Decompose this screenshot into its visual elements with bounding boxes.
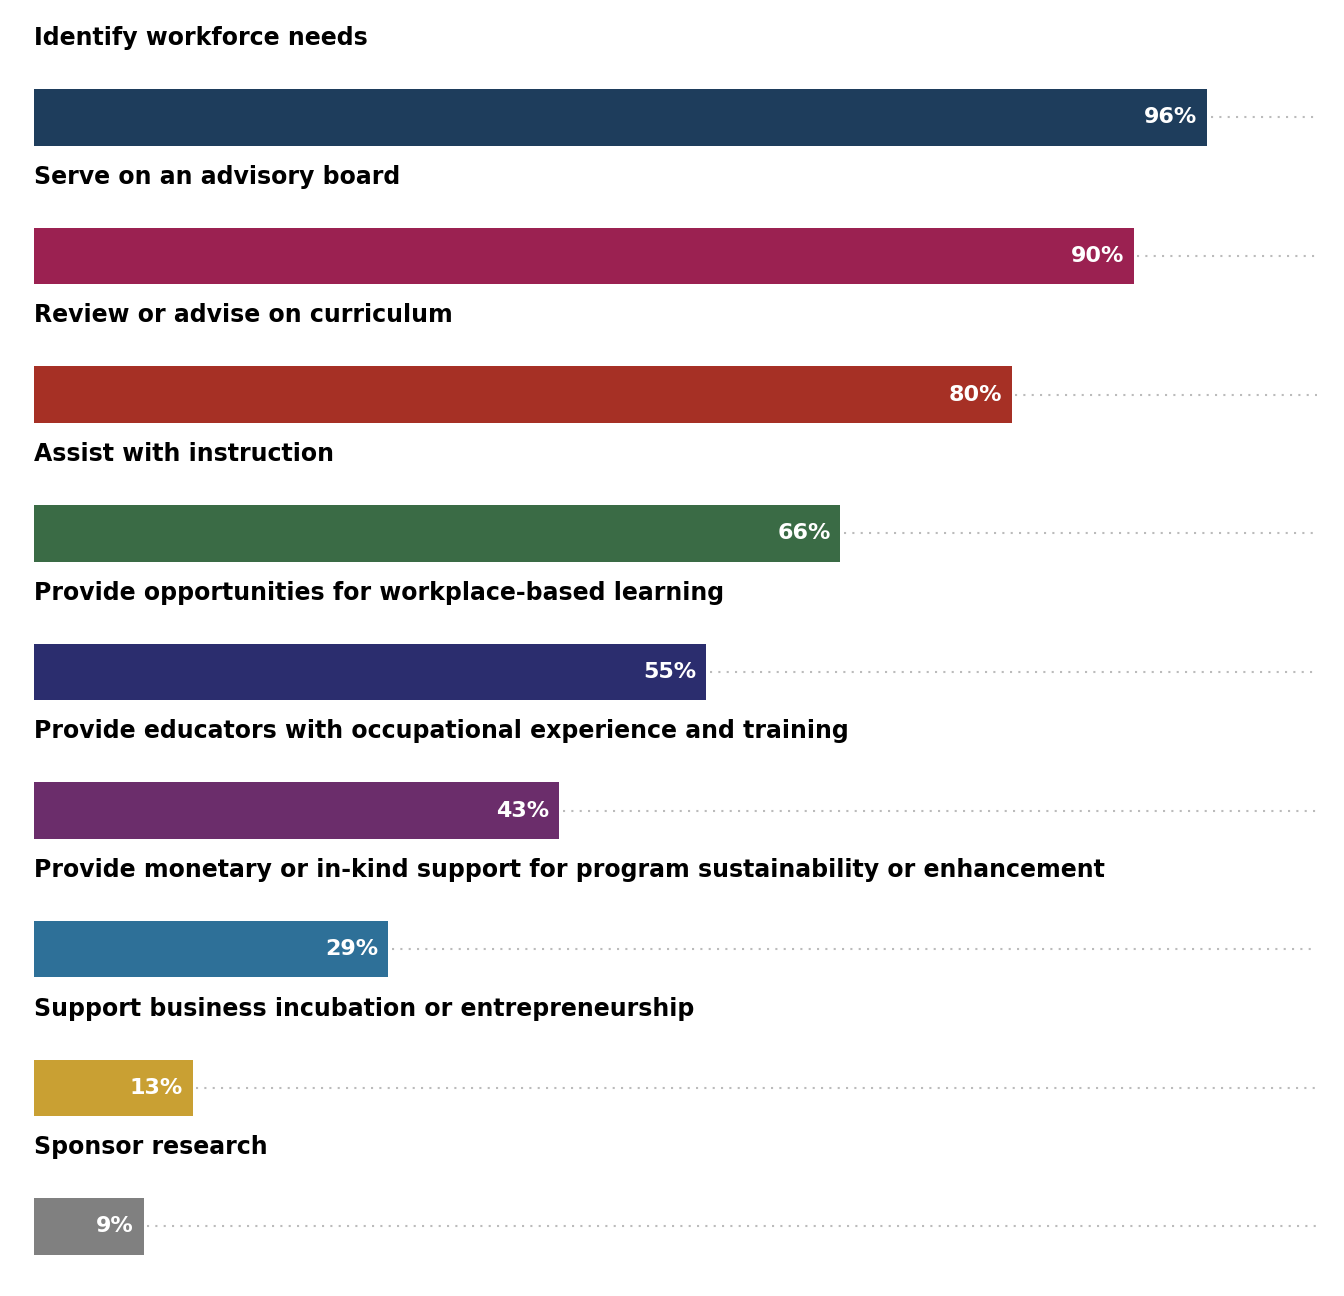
Text: Provide opportunities for workplace-based learning: Provide opportunities for workplace-base… bbox=[34, 581, 723, 605]
Text: Serve on an advisory board: Serve on an advisory board bbox=[34, 165, 401, 189]
Text: Assist with instruction: Assist with instruction bbox=[34, 442, 333, 467]
Text: Support business incubation or entrepreneurship: Support business incubation or entrepren… bbox=[34, 997, 694, 1020]
Bar bbox=[34, 783, 559, 839]
Bar bbox=[34, 921, 388, 977]
Text: 90%: 90% bbox=[1071, 246, 1124, 266]
Bar bbox=[34, 1199, 144, 1255]
Bar bbox=[34, 228, 1134, 284]
Bar bbox=[34, 644, 706, 700]
Text: 80%: 80% bbox=[949, 385, 1001, 404]
Text: Review or advise on curriculum: Review or advise on curriculum bbox=[34, 303, 453, 328]
Bar bbox=[34, 505, 840, 561]
Text: 9%: 9% bbox=[95, 1217, 134, 1236]
Text: Sponsor research: Sponsor research bbox=[34, 1135, 267, 1159]
Text: 96%: 96% bbox=[1144, 108, 1198, 127]
Text: 55%: 55% bbox=[642, 662, 696, 682]
Text: Identify workforce needs: Identify workforce needs bbox=[34, 26, 367, 51]
Text: 13%: 13% bbox=[129, 1078, 183, 1098]
Bar bbox=[34, 367, 1012, 422]
Bar bbox=[34, 1060, 192, 1116]
Text: Provide monetary or in-kind support for program sustainability or enhancement: Provide monetary or in-kind support for … bbox=[34, 858, 1105, 883]
Text: 43%: 43% bbox=[496, 801, 550, 820]
Text: Provide educators with occupational experience and training: Provide educators with occupational expe… bbox=[34, 719, 848, 744]
Text: 29%: 29% bbox=[325, 940, 378, 959]
Bar bbox=[34, 89, 1207, 145]
Text: 66%: 66% bbox=[777, 524, 831, 543]
